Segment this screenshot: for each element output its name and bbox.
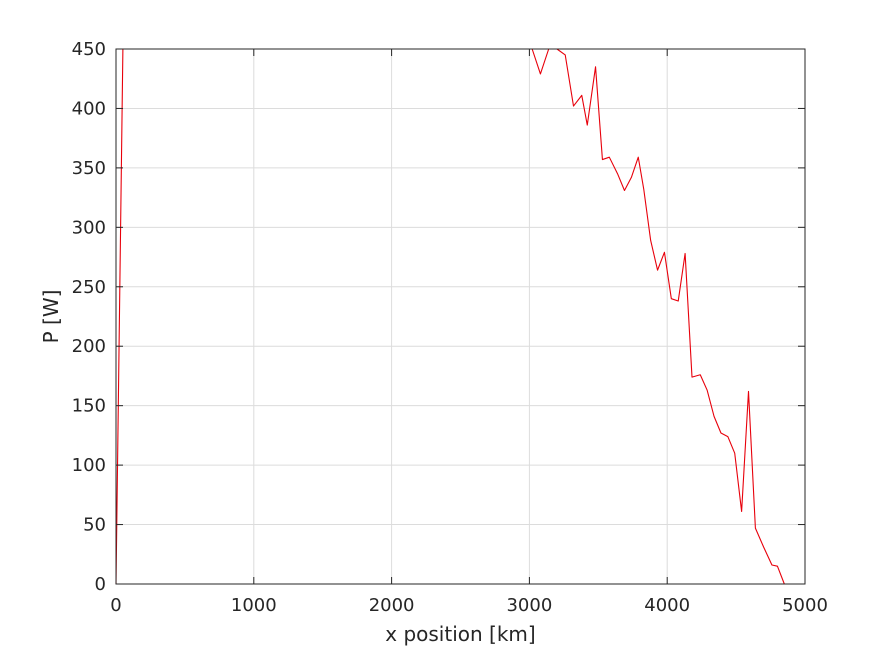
y-tick-label: 450 bbox=[72, 39, 106, 60]
plot-area-border bbox=[115, 48, 806, 585]
y-tick-label: 250 bbox=[72, 277, 106, 298]
x-tick-labels: 0 1000 2000 3000 4000 5000 bbox=[110, 595, 828, 616]
y-tick-label: 350 bbox=[72, 158, 106, 179]
x-tick-label: 3000 bbox=[506, 595, 552, 616]
x-tick-label: 1000 bbox=[231, 595, 277, 616]
y-axis-label: P [W] bbox=[39, 290, 63, 344]
y-tick-label: 150 bbox=[72, 396, 106, 417]
x-tick-label: 0 bbox=[110, 595, 121, 616]
x-tick-label: 4000 bbox=[644, 595, 690, 616]
y-tick-label: 100 bbox=[72, 455, 106, 476]
x-tick-label: 2000 bbox=[369, 595, 415, 616]
x-axis-label: x position [km] bbox=[385, 622, 535, 646]
y-tick-label: 0 bbox=[95, 574, 106, 595]
x-tick-label: 5000 bbox=[782, 595, 828, 616]
y-tick-label: 200 bbox=[72, 336, 106, 357]
tick-marks bbox=[115, 48, 806, 585]
y-tick-label: 400 bbox=[72, 98, 106, 119]
y-tick-label: 50 bbox=[83, 515, 106, 536]
y-tick-labels: 0 50 100 150 200 250 300 350 400 450 bbox=[72, 39, 106, 595]
y-tick-label: 300 bbox=[72, 217, 106, 238]
